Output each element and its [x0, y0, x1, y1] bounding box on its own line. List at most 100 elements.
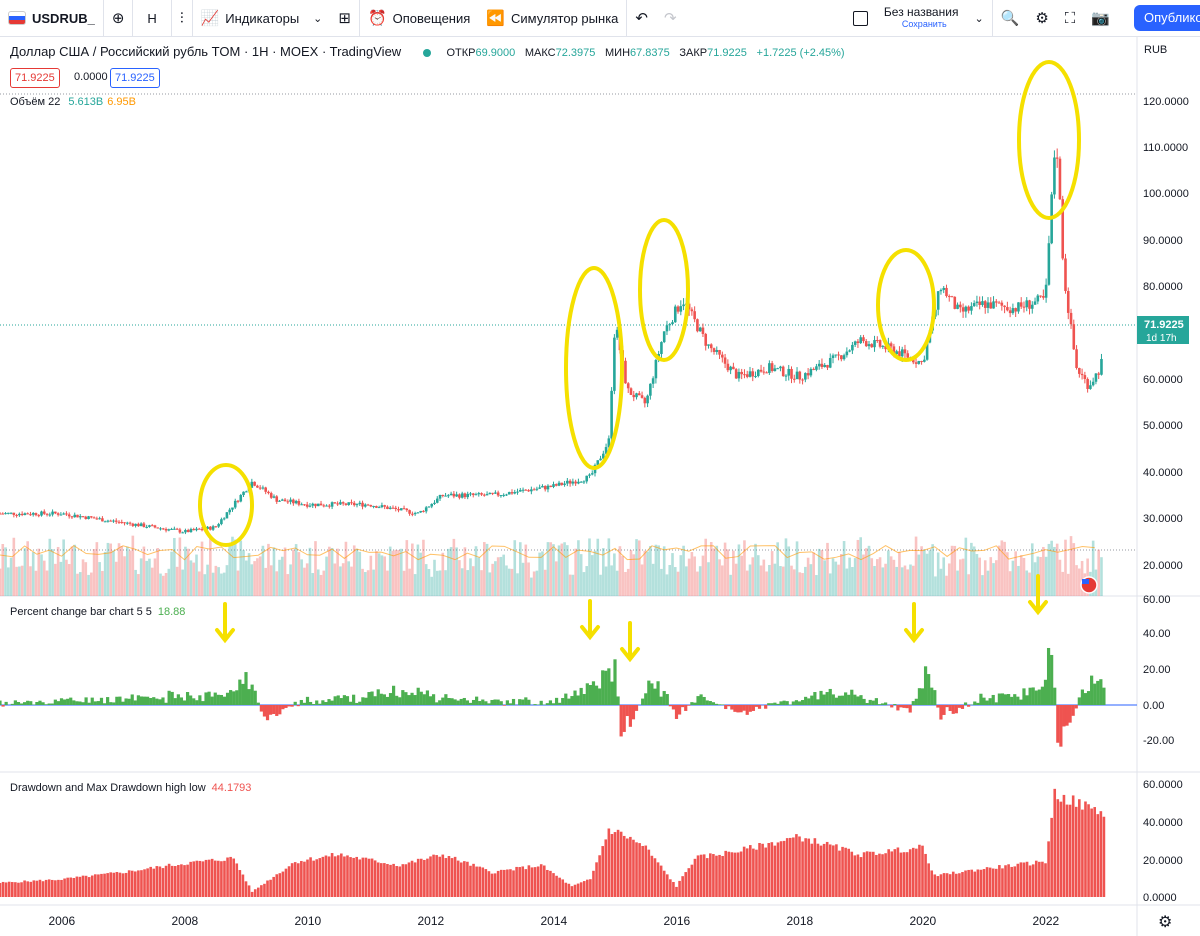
- candle-body: [923, 359, 926, 362]
- percent-change-bar: [238, 679, 242, 705]
- volume-bar: [308, 547, 312, 596]
- candle-body: [145, 526, 148, 528]
- series-title[interactable]: Доллар США / Российский рубль TOM · 1H ·…: [10, 44, 402, 59]
- redo-button[interactable]: ↷: [656, 0, 685, 36]
- candle-body: [826, 364, 829, 368]
- last-price-countdown: 1d 17h: [1146, 333, 1177, 344]
- candle-body: [1069, 312, 1073, 325]
- layout-save-button[interactable]: Без названия Сохранить: [876, 0, 967, 36]
- candle-body: [233, 500, 237, 508]
- candle-body: [812, 368, 815, 370]
- volume-bar: [867, 545, 871, 596]
- candle-body: [366, 504, 370, 506]
- alerts-button[interactable]: ⏰ Оповещения: [360, 0, 478, 36]
- candle-body: [34, 513, 38, 516]
- compare-button[interactable]: ⊕: [104, 0, 134, 36]
- volume-bar: [673, 567, 677, 596]
- volume-bar: [657, 545, 660, 596]
- volume-bar: [441, 552, 445, 596]
- percent-change-bar: [856, 696, 860, 705]
- layout-checkbox[interactable]: [845, 0, 876, 36]
- candle-body: [554, 484, 558, 486]
- volume-bar: [126, 546, 129, 596]
- percent-change-bar: [189, 695, 193, 705]
- volume-bar: [516, 573, 519, 596]
- settings-button[interactable]: ⚙: [1027, 0, 1056, 36]
- volume-bar: [217, 567, 220, 596]
- replay-button[interactable]: ⏪ Симулятор рынка: [478, 0, 628, 36]
- publish-button[interactable]: Опубликов: [1134, 5, 1200, 31]
- drawdown-bar: [847, 848, 850, 897]
- candle-body: [961, 307, 965, 312]
- drawdown-bar: [14, 882, 17, 897]
- drawdown-bar: [306, 859, 309, 897]
- percent-change-bar: [173, 698, 177, 705]
- drawdown-bar: [979, 869, 983, 897]
- percent-change-bar: [204, 692, 208, 705]
- volume-legend[interactable]: Объём 22 5.613B 6.95B: [10, 96, 136, 108]
- volume-bar: [87, 574, 90, 596]
- currency-unit[interactable]: RUB: [1144, 44, 1168, 56]
- sell-price[interactable]: 71.9225: [10, 68, 60, 88]
- chart-type-button[interactable]: ⫶: [172, 0, 193, 36]
- volume-bar: [480, 570, 483, 596]
- volume-bar: [206, 564, 209, 596]
- candle-body: [743, 374, 746, 376]
- candle-body: [909, 357, 912, 359]
- symbol-search-button[interactable]: USDRUB_: [0, 0, 104, 36]
- volume-bar: [150, 567, 154, 596]
- volume-bar: [770, 551, 774, 596]
- volume-bar: [928, 550, 932, 596]
- indicator2-legend[interactable]: Drawdown and Max Drawdown high low 44.179…: [10, 782, 251, 794]
- volume-bar: [704, 538, 708, 596]
- candle-body: [1044, 284, 1048, 298]
- buy-price[interactable]: 71.9225: [110, 68, 160, 88]
- volume-bar: [1039, 556, 1042, 596]
- percent-change-bar: [702, 696, 706, 705]
- volume-bar: [983, 560, 987, 596]
- volume-bar: [48, 538, 52, 596]
- drawdown-bar: [503, 869, 506, 897]
- drawdown-bar: [681, 876, 684, 897]
- volume-bar: [272, 547, 276, 596]
- close-label: ЗАКР: [679, 47, 708, 59]
- volume-bar: [967, 574, 970, 596]
- volume-bar: [1008, 571, 1012, 596]
- drawdown-bar: [672, 881, 675, 897]
- volume-bar: [1, 544, 5, 596]
- percent-change-bar: [106, 697, 110, 705]
- volume-bar: [4, 547, 7, 596]
- volume-bar: [29, 566, 32, 596]
- fullscreen-button[interactable]: ⛶: [1057, 0, 1084, 36]
- candle-body: [477, 493, 481, 495]
- indicators-button[interactable]: 📈 Индикаторы ⌄: [193, 0, 331, 36]
- volume-bar: [128, 550, 132, 596]
- screenshot-button[interactable]: 📷: [1083, 0, 1118, 36]
- undo-button[interactable]: ↶: [627, 0, 656, 36]
- volume-bar: [538, 552, 541, 596]
- candle-body: [139, 523, 143, 527]
- layout-menu-button[interactable]: ⌄: [966, 0, 993, 36]
- volume-bar: [184, 546, 187, 596]
- open-value: 69.9000: [475, 47, 516, 59]
- indicator1-legend[interactable]: Percent change bar chart 5 5 18.88: [10, 606, 185, 618]
- candle-body: [676, 306, 680, 312]
- candle-body: [715, 350, 719, 352]
- candle-body: [516, 491, 519, 493]
- candle-body: [959, 304, 962, 308]
- candle-body: [48, 514, 52, 516]
- drawdown-bar: [770, 842, 774, 897]
- search-button[interactable]: 🔍: [993, 0, 1028, 36]
- percent-change-bar: [385, 696, 390, 705]
- percent-change-bar: [265, 705, 270, 721]
- interval-button[interactable]: H: [133, 0, 172, 36]
- chart-settings-gear-icon[interactable]: ⚙: [1158, 914, 1173, 931]
- volume-bar: [289, 564, 292, 596]
- volume-bar: [1011, 560, 1015, 596]
- drawdown-bar: [838, 850, 841, 897]
- templates-button[interactable]: ⊞: [330, 0, 360, 36]
- candle-body: [1000, 302, 1004, 306]
- drawdown-bar: [705, 858, 709, 897]
- drawdown-bar: [712, 854, 715, 897]
